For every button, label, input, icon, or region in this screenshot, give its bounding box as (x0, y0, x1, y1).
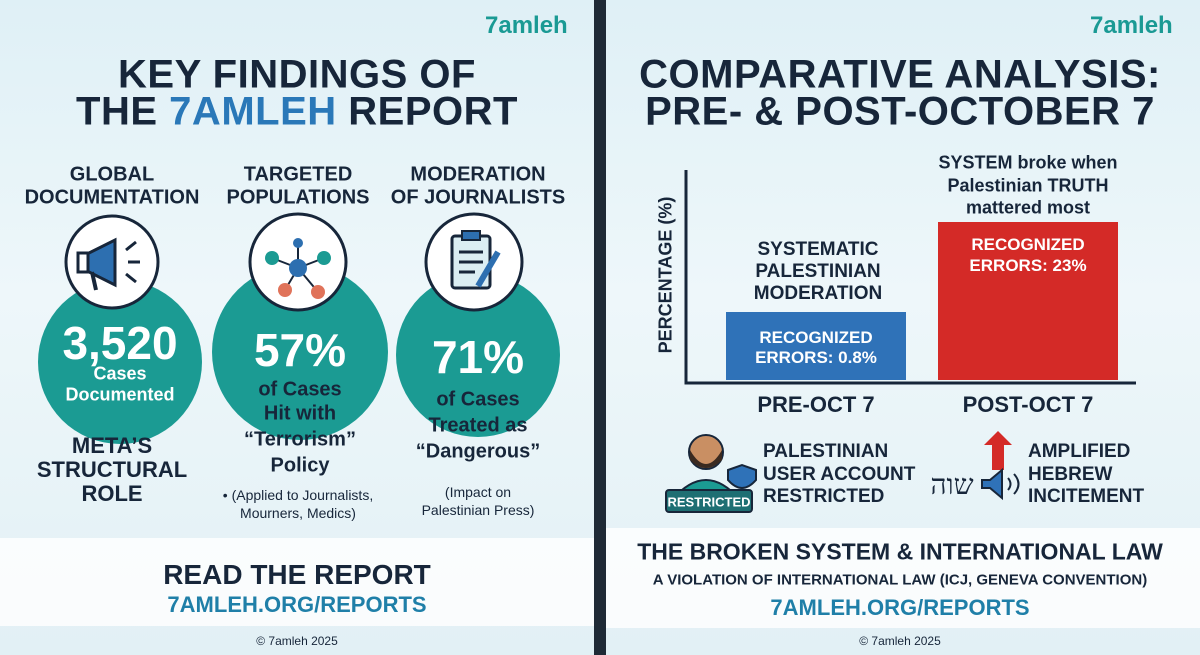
footer-band (606, 528, 1200, 628)
caption: of Cases (258, 378, 342, 401)
copyright: © 7amleh 2025 (256, 634, 338, 648)
footer-subtitle: A VIOLATION OF INTERNATIONAL LAW (ICJ, G… (652, 571, 1148, 589)
category: PRE-OCT 7 (757, 392, 875, 417)
note: (Impact on (444, 484, 512, 500)
stat: 57% (253, 324, 347, 376)
caption: Cases (93, 363, 147, 384)
caption: Documented (65, 384, 175, 405)
title-part: REPORT (348, 89, 518, 134)
annotation: mattered most (965, 197, 1091, 218)
cta-band (0, 538, 594, 626)
icon-text: USER ACCOUNT (763, 464, 916, 485)
icon-text: AMPLIFIED (1028, 441, 1131, 462)
icon-text: PALESTINIAN (763, 441, 889, 462)
copyright: © 7amleh 2025 (859, 634, 941, 648)
link[interactable]: 7AMLEH.ORG/REPORTS (167, 592, 427, 617)
caption: Hit with (263, 402, 337, 425)
icon-hebrew (981, 431, 1020, 501)
icon-text: INCITEMENT (1028, 486, 1145, 507)
icon-megaphone (64, 214, 160, 310)
icon-clipboard (424, 212, 524, 312)
caption: of Cases (436, 388, 520, 411)
right-graphics (665, 170, 1136, 513)
icon-network (248, 212, 348, 312)
column-heading: OF JOURNALISTS (390, 186, 566, 209)
note: ROLE (81, 481, 143, 506)
bar-label: MODERATION (753, 283, 883, 304)
title: KEY FINDINGS OF (118, 52, 476, 97)
badge: RESTRICTED (667, 494, 751, 510)
axis (684, 170, 1136, 385)
column-heading: GLOBAL (69, 163, 155, 186)
column-heading: TARGETED (243, 163, 353, 186)
caption: “Terrorism” (244, 428, 356, 451)
annotation: Palestinian TRUTH (947, 175, 1109, 196)
note: META’S (71, 433, 153, 458)
annotation: SYSTEM broke when (938, 152, 1118, 173)
brand: 7amleh (485, 12, 568, 39)
bar-text: ERRORS: 23% (969, 256, 1087, 275)
icon-text: RESTRICTED (763, 486, 885, 507)
bar-label: PALESTINIAN (755, 261, 881, 282)
column-heading: MODERATION (410, 163, 546, 186)
category: POST-OCT 7 (962, 392, 1094, 417)
column-heading: DOCUMENTATION (24, 186, 200, 209)
footer-title: THE BROKEN SYSTEM & INTERNATIONAL LAW (637, 538, 1163, 565)
bar-text: RECOGNIZED (971, 235, 1085, 254)
title-part: THE (76, 89, 158, 134)
title-highlight: 7AMLEH (169, 89, 337, 134)
title: COMPARATIVE ANALYSIS: (639, 52, 1161, 97)
stat-circle (212, 264, 388, 440)
note: Mourners, Medics) (240, 505, 356, 521)
caption: Treated as (428, 414, 528, 437)
title: THE 7AMLEH REPORT (76, 90, 518, 135)
right-panel: 7amleh COMPARATIVE ANALYSIS: PRE- & POST… (606, 0, 1200, 655)
axis-label: PERCENTAGE (%) (655, 196, 676, 354)
icon-user (665, 434, 757, 513)
left-graphics (38, 212, 560, 444)
note: Palestinian Press) (421, 502, 535, 518)
caption: Policy (270, 454, 330, 477)
bar-text: ERRORS: 0.8% (755, 348, 877, 367)
left-panel: 7amleh KEY FINDINGS OF THE 7AMLEH REPORT… (0, 0, 594, 655)
note: STRUCTURAL (36, 457, 188, 482)
note: • (Applied to Journalists, (222, 487, 374, 503)
title: PRE- & POST-OCTOBER 7 (645, 89, 1155, 134)
stat-circle (396, 273, 560, 437)
bar-shape (726, 312, 906, 380)
link[interactable]: 7AMLEH.ORG/REPORTS (770, 595, 1030, 620)
hebrew-glyph: שוה (930, 468, 974, 501)
stat-circle (38, 280, 202, 444)
cta: READ THE REPORT (163, 559, 431, 590)
stat: 3,520 (62, 317, 178, 369)
bar-shape (938, 222, 1118, 380)
bar-text: RECOGNIZED (759, 328, 873, 347)
stat: 71% (431, 331, 525, 383)
icon-text: HEBREW (1028, 464, 1113, 485)
bar-label: SYSTEMATIC (757, 239, 879, 260)
column-heading: POPULATIONS (226, 186, 370, 209)
brand: 7amleh (1090, 12, 1173, 39)
caption: “Dangerous” (415, 440, 541, 463)
